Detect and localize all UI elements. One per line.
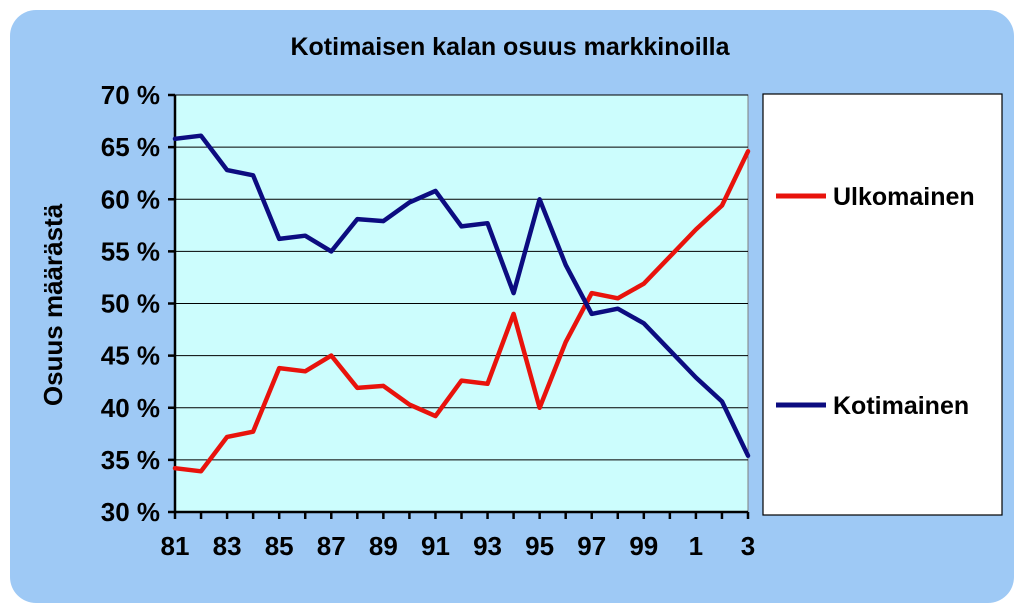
y-tick-label: 55 % (101, 236, 160, 266)
y-tick-label: 45 % (101, 341, 160, 371)
series-line-ulkomainen (172, 149, 751, 474)
legend: Ulkomainen Kotimainen (762, 93, 1003, 516)
x-axis: 81 83 85 87 89 91 93 95 97 99 1 3 (161, 510, 755, 561)
x-tick-label: 99 (629, 531, 658, 561)
x-tick-label: 91 (421, 531, 450, 561)
y-tick-label: 35 % (101, 445, 160, 475)
x-tick-label: 83 (213, 531, 242, 561)
x-tick-label: 93 (473, 531, 502, 561)
y-axis: 30 % 35 % 40 % 45 % 50 % 55 % 60 % 65 % 70 % (101, 80, 177, 527)
y-tick-label: 40 % (101, 393, 160, 423)
y-tick-label: 60 % (101, 184, 160, 214)
x-tick-label: 1 (689, 531, 703, 561)
x-tick-label: 85 (265, 531, 294, 561)
y-axis-label: Osuus määrästä (38, 203, 68, 406)
x-tick-label: 97 (577, 531, 606, 561)
plot-area-group: 30 %35 %40 %45 %50 %55 %60 %65 %70 % 81 8… (101, 80, 756, 561)
x-tick-label: 95 (525, 531, 554, 561)
chart-title: Kotimaisen kalan osuus markkinoilla (290, 33, 730, 61)
legend-label-ulkomainen: Ulkomainen (833, 183, 975, 211)
y-tick-label: 50 % (101, 289, 160, 319)
gridlines (175, 94, 748, 461)
x-tick-label: 87 (317, 531, 346, 561)
x-tick-label: 81 (161, 531, 190, 561)
legend-label-kotimainen: Kotimainen (833, 392, 969, 420)
series-line-kotimainen (172, 133, 751, 458)
legend-box (762, 93, 1003, 516)
y-tick-label: 65 % (101, 132, 160, 162)
x-tick-label: 89 (369, 531, 398, 561)
y-tick-label: 30 % (101, 497, 160, 527)
y-tick-label: 70 % (101, 80, 160, 110)
x-tick-label: 3 (741, 531, 755, 561)
series-lines (172, 133, 751, 474)
